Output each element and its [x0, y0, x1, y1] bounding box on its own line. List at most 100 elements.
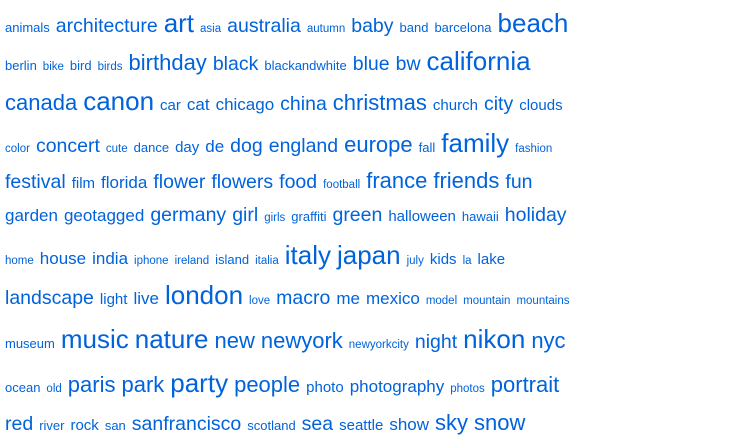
tag-link-seattle[interactable]: seattle	[339, 417, 384, 434]
tag-link-chicago[interactable]: chicago	[215, 95, 275, 114]
tag-link-london[interactable]: london	[164, 280, 244, 310]
tag-link-music[interactable]: music	[60, 324, 129, 354]
tag-link-newyorkcity[interactable]: newyorkcity	[348, 339, 409, 351]
tag-link-graffiti[interactable]: graffiti	[291, 209, 327, 224]
tag-link-photo[interactable]: photo	[306, 379, 344, 396]
tag-link-nikon[interactable]: nikon	[463, 324, 526, 354]
tag-link-festival[interactable]: festival	[5, 171, 66, 193]
tag-link-island[interactable]: island	[215, 252, 250, 267]
tag-link-birds[interactable]: birds	[97, 61, 123, 73]
tag-link-sky[interactable]: sky	[435, 410, 469, 435]
tag-link-autumn[interactable]: autumn	[306, 23, 346, 35]
tag-link-old[interactable]: old	[46, 383, 62, 395]
tag-link-church[interactable]: church	[432, 97, 478, 114]
tag-link-nature[interactable]: nature	[134, 324, 209, 354]
tag-link-girls[interactable]: girls	[264, 212, 286, 224]
tag-link-fun[interactable]: fun	[505, 171, 533, 193]
tag-link-party[interactable]: party	[170, 368, 229, 398]
tag-link-home[interactable]: home	[5, 255, 34, 267]
tag-link-house[interactable]: house	[39, 249, 87, 268]
tag-link-california[interactable]: california	[426, 46, 531, 76]
tag-link-red[interactable]: red	[5, 413, 34, 435]
tag-link-sanfrancisco[interactable]: sanfrancisco	[131, 413, 242, 435]
tag-link-july[interactable]: july	[406, 255, 424, 267]
tag-link-lake[interactable]: lake	[477, 251, 506, 268]
tag-link-me[interactable]: me	[336, 289, 360, 308]
tag-link-live[interactable]: live	[133, 289, 159, 308]
tag-link-love[interactable]: love	[249, 295, 271, 307]
tag-link-film[interactable]: film	[71, 175, 96, 192]
tag-link-england[interactable]: england	[268, 135, 339, 157]
tag-link-concert[interactable]: concert	[35, 135, 100, 157]
tag-link-nyc[interactable]: nyc	[531, 328, 566, 353]
tag-link-asia[interactable]: asia	[200, 23, 222, 35]
tag-link-christmas[interactable]: christmas	[332, 90, 427, 115]
tag-link-newyork[interactable]: newyork	[260, 328, 343, 353]
tag-link-la[interactable]: la	[462, 255, 472, 267]
tag-link-australia[interactable]: australia	[227, 15, 301, 37]
tag-link-birthday[interactable]: birthday	[128, 50, 207, 75]
tag-link-museum[interactable]: museum	[5, 336, 55, 351]
tag-link-beach[interactable]: beach	[497, 8, 569, 38]
tag-link-ireland[interactable]: ireland	[174, 255, 210, 267]
tag-link-green[interactable]: green	[332, 204, 383, 226]
tag-link-europe[interactable]: europe	[344, 132, 413, 157]
tag-link-france[interactable]: france	[366, 168, 428, 193]
tag-link-color[interactable]: color	[5, 143, 30, 155]
tag-link-park[interactable]: park	[121, 372, 165, 397]
tag-link-flower[interactable]: flower	[153, 171, 206, 193]
tag-link-cute[interactable]: cute	[105, 143, 128, 155]
tag-link-garden[interactable]: garden	[5, 206, 58, 225]
tag-link-city[interactable]: city	[483, 93, 514, 115]
tag-link-cat[interactable]: cat	[186, 95, 210, 114]
tag-link-dance[interactable]: dance	[133, 140, 170, 155]
tag-link-animals[interactable]: animals	[5, 20, 50, 35]
tag-link-de[interactable]: de	[205, 137, 225, 156]
tag-link-bw[interactable]: bw	[395, 53, 421, 75]
tag-link-portrait[interactable]: portrait	[490, 372, 560, 397]
tag-link-night[interactable]: night	[414, 331, 458, 353]
tag-link-india[interactable]: india	[92, 249, 129, 268]
tag-link-ocean[interactable]: ocean	[5, 380, 41, 395]
tag-link-iphone[interactable]: iphone	[134, 255, 169, 267]
tag-link-blackandwhite[interactable]: blackandwhite	[264, 58, 347, 73]
tag-link-scotland[interactable]: scotland	[247, 418, 296, 433]
tag-link-band[interactable]: band	[399, 20, 429, 35]
tag-link-italia[interactable]: italia	[255, 255, 279, 267]
tag-link-show[interactable]: show	[389, 415, 430, 434]
tag-link-model[interactable]: model	[425, 295, 458, 307]
tag-link-paris[interactable]: paris	[67, 372, 116, 397]
tag-link-hawaii[interactable]: hawaii	[461, 209, 499, 224]
tag-link-mexico[interactable]: mexico	[365, 289, 420, 308]
tag-link-bike[interactable]: bike	[42, 61, 64, 73]
tag-link-holiday[interactable]: holiday	[504, 204, 567, 226]
tag-link-photography[interactable]: photography	[349, 377, 445, 396]
tag-link-blue[interactable]: blue	[352, 53, 390, 75]
tag-link-macro[interactable]: macro	[276, 287, 331, 309]
tag-link-football[interactable]: football	[323, 179, 361, 191]
tag-link-fashion[interactable]: fashion	[515, 143, 553, 155]
tag-link-food[interactable]: food	[279, 171, 318, 193]
tag-link-geotagged[interactable]: geotagged	[63, 206, 145, 225]
tag-link-fall[interactable]: fall	[418, 140, 436, 155]
tag-link-art[interactable]: art	[163, 8, 195, 38]
tag-link-sea[interactable]: sea	[301, 413, 334, 435]
tag-link-girl[interactable]: girl	[232, 204, 259, 226]
tag-link-kids[interactable]: kids	[429, 251, 457, 268]
tag-link-car[interactable]: car	[160, 97, 181, 114]
tag-link-landscape[interactable]: landscape	[5, 287, 94, 309]
tag-link-baby[interactable]: baby	[351, 15, 394, 37]
tag-link-people[interactable]: people	[234, 372, 301, 397]
tag-link-black[interactable]: black	[212, 53, 259, 75]
tag-link-light[interactable]: light	[99, 291, 128, 308]
tag-link-photos[interactable]: photos	[450, 383, 485, 395]
tag-link-barcelona[interactable]: barcelona	[434, 20, 492, 35]
tag-link-new[interactable]: new	[214, 328, 255, 353]
tag-link-snow[interactable]: snow	[474, 410, 526, 435]
tag-link-japan[interactable]: japan	[336, 240, 401, 270]
tag-link-river[interactable]: river	[39, 418, 65, 433]
tag-link-flowers[interactable]: flowers	[211, 171, 274, 193]
tag-link-canada[interactable]: canada	[5, 90, 78, 115]
tag-link-berlin[interactable]: berlin	[5, 58, 37, 73]
tag-link-bird[interactable]: bird	[69, 58, 92, 73]
